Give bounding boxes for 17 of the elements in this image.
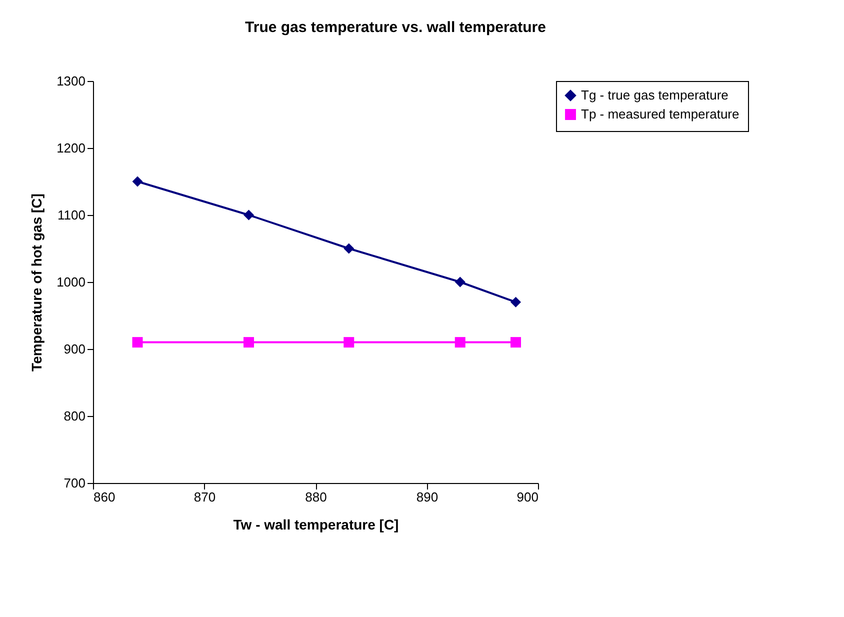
x-axis-title: Tw - wall temperature [C] (233, 516, 399, 532)
x-tick-label: 880 (305, 490, 327, 504)
y-tick-label: 800 (64, 408, 86, 424)
y-tick-label: 1200 (56, 140, 86, 156)
y-tick-label: 1300 (56, 74, 86, 88)
y-axis-title: Temperature of hot gas [C] (28, 194, 45, 372)
x-tick-label: 900 (516, 490, 538, 504)
x-tick-label: 870 (194, 490, 216, 504)
chart-title: True gas temperature vs. wall temperature (245, 19, 546, 36)
y-tick-label: 700 (64, 476, 86, 490)
x-tick-label: 860 (94, 490, 116, 504)
legend-label: Tp - measured temperature (581, 106, 740, 122)
y-tick-label: 1100 (58, 208, 86, 222)
legend-label: Tg - true gas temperature (581, 88, 728, 102)
y-tick-label: 900 (64, 342, 86, 356)
x-tick-label: 890 (416, 490, 438, 504)
y-tick-label: 1000 (56, 274, 86, 290)
